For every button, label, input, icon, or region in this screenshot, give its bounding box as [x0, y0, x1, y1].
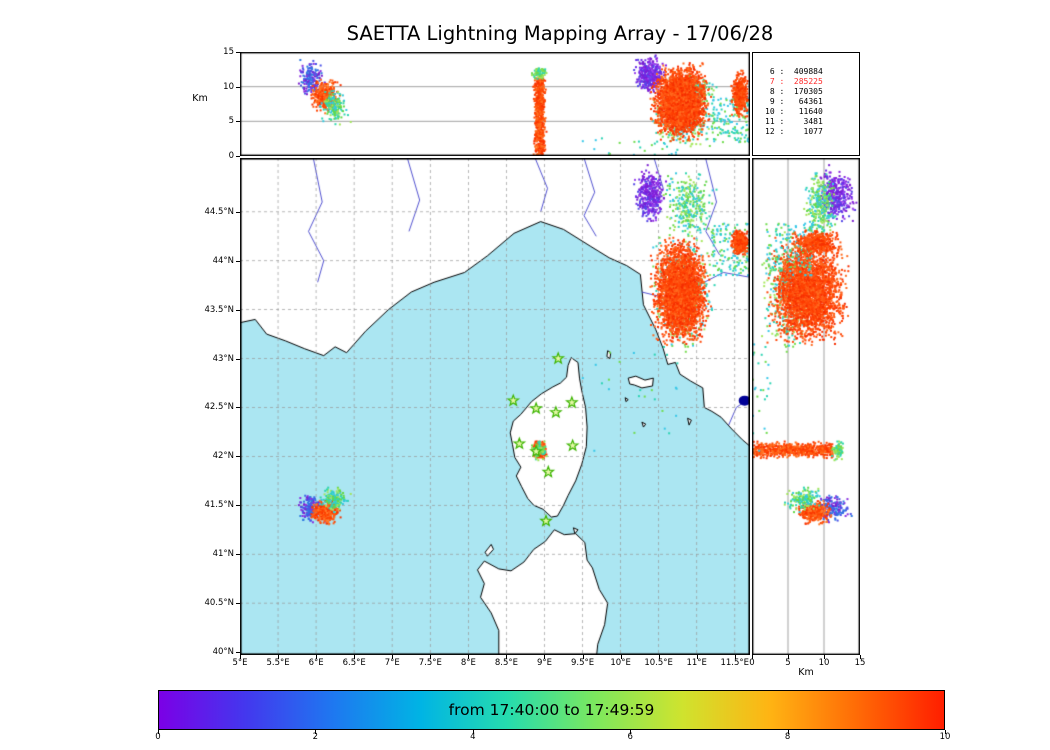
latitude-tick-label: 42.5°N — [204, 402, 234, 413]
tick-mark — [236, 505, 240, 507]
colorbar-tick-label: 8 — [784, 732, 791, 742]
top-panel-altitude-axis-label: Km — [192, 93, 208, 104]
tick-mark — [544, 655, 546, 659]
right-altitude-tick-label: 10 — [818, 658, 830, 668]
longitude-tick-label: 7°E — [384, 658, 400, 668]
tick-mark — [860, 655, 861, 659]
colorbar-label: from 17:40:00 to 17:49:59 — [448, 701, 655, 719]
tick-mark — [236, 456, 240, 458]
tick-mark — [236, 121, 240, 123]
tick-mark — [468, 655, 470, 659]
longitude-tick-label: 10.5°E — [644, 658, 673, 668]
top-altitude-tick-label: 0 — [228, 151, 234, 161]
tick-mark — [582, 655, 584, 659]
latitude-tick-label: 44.5°N — [204, 206, 234, 217]
tick-mark — [787, 730, 789, 734]
tick-mark — [620, 655, 622, 659]
longitude-tick-label: 7.5°E — [418, 658, 442, 668]
colorbar-tick-label: 4 — [470, 732, 476, 742]
figure-title: SAETTA Lightning Mapping Array - 17/06/2… — [346, 22, 774, 45]
right-panel-altitude-axis-label: Km — [798, 667, 814, 678]
altitude-vs-longitude-panel — [240, 52, 750, 156]
tick-mark — [788, 655, 789, 659]
altitude-vs-latitude-panel — [752, 158, 860, 655]
top-altitude-tick-label: 15 — [223, 47, 234, 57]
tick-mark — [392, 655, 394, 659]
colorbar-tick-label: 10 — [939, 732, 951, 742]
top-altitude-tick-label: 5 — [228, 116, 234, 127]
legend-row-station-9: 9 : 64361 — [765, 97, 823, 106]
tick-mark — [316, 655, 318, 659]
latitude-tick-label: 41.5°N — [204, 500, 234, 511]
tick-mark — [658, 655, 660, 659]
tick-mark — [236, 603, 240, 605]
tick-mark — [236, 260, 240, 262]
longitude-tick-label: 11.5°E — [720, 658, 750, 668]
legend-row-station-6: 6 : 409884 — [765, 67, 823, 76]
tick-mark — [236, 86, 240, 88]
tick-mark — [354, 655, 356, 659]
longitude-tick-label: 8.5°E — [494, 658, 518, 668]
colorbar-tick-label: 6 — [627, 732, 633, 742]
tick-mark — [734, 655, 736, 659]
tick-mark — [696, 655, 698, 659]
tick-mark — [278, 655, 280, 659]
tick-mark — [236, 211, 240, 213]
tick-mark — [472, 730, 474, 734]
colorbar-tick-label: 2 — [312, 732, 319, 742]
longitude-tick-label: 10°E — [610, 658, 631, 668]
longitude-tick-label: 5.5°E — [266, 658, 290, 668]
latitude-tick-label: 41°N — [212, 549, 234, 560]
tick-mark — [430, 655, 432, 659]
legend-row-station-8: 8 : 170305 — [765, 87, 823, 96]
tick-mark — [158, 730, 159, 734]
latitude-tick-label: 43°N — [212, 353, 234, 364]
latitude-tick-label: 44°N — [212, 255, 234, 266]
time-colorbar: from 17:40:00 to 17:49:59 — [158, 690, 945, 730]
tick-mark — [236, 554, 240, 556]
legend-row-station-10: 10 : 11640 — [765, 107, 823, 116]
right-altitude-tick-label: 15 — [854, 658, 866, 668]
geographic-map-panel — [240, 158, 750, 655]
tick-mark — [630, 730, 632, 734]
longitude-tick-label: 9°E — [536, 658, 552, 668]
latitude-tick-label: 43.5°N — [204, 304, 234, 315]
station-count-legend: 6 : 409884 7 : 285225 8 : 170305 9 : 643… — [752, 52, 860, 156]
tick-mark — [236, 652, 240, 654]
tick-mark — [506, 655, 508, 659]
tick-mark — [236, 407, 240, 409]
tick-mark — [236, 309, 240, 311]
tick-mark — [236, 156, 240, 157]
legend-row-station-11: 11 : 3481 — [765, 117, 823, 126]
colorbar-tick-label: 0 — [155, 732, 161, 742]
tick-mark — [315, 730, 317, 734]
tick-mark — [236, 358, 240, 360]
latitude-tick-label: 40°N — [212, 647, 234, 658]
tick-mark — [240, 655, 241, 659]
right-altitude-tick-label: 0 — [749, 658, 755, 668]
tick-mark — [824, 655, 825, 659]
tick-mark — [236, 52, 240, 53]
tick-mark — [752, 655, 753, 659]
longitude-tick-label: 5°E — [232, 658, 248, 668]
right-altitude-tick-label: 5 — [785, 658, 791, 668]
longitude-tick-label: 6°E — [308, 658, 324, 668]
longitude-tick-label: 9.5°E — [570, 658, 595, 668]
longitude-tick-label: 6.5°E — [342, 658, 366, 668]
tick-mark — [945, 730, 946, 734]
legend-row-station-12: 12 : 1077 — [765, 127, 823, 136]
latitude-tick-label: 42°N — [212, 451, 234, 462]
longitude-tick-label: 8°E — [460, 658, 476, 668]
longitude-tick-label: 11°E — [686, 658, 707, 668]
legend-row-station-7: 7 : 285225 — [765, 77, 823, 86]
top-altitude-tick-label: 10 — [223, 81, 234, 92]
latitude-tick-label: 40.5°N — [204, 598, 234, 609]
